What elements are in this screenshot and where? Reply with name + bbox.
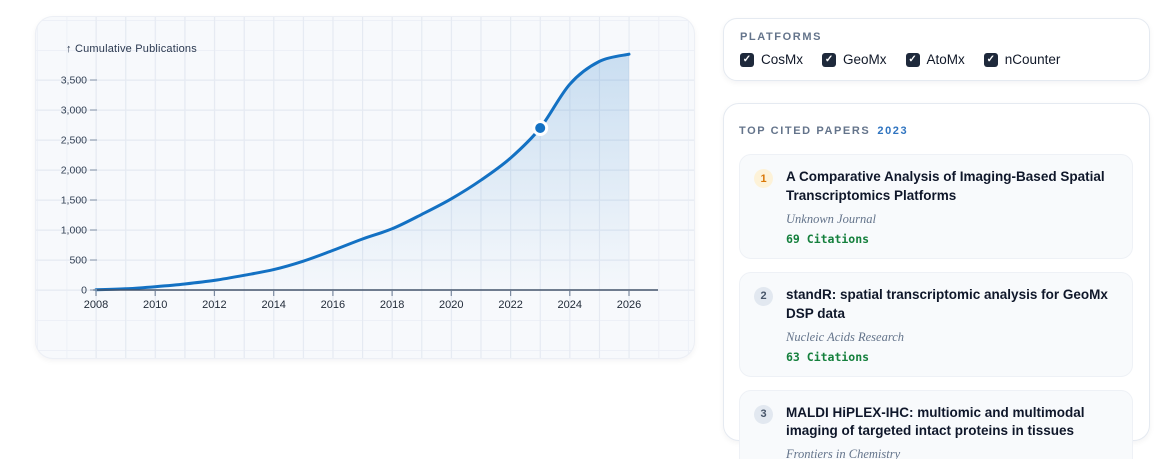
platform-checkbox-geomx[interactable]: ✓ GeoMx xyxy=(822,52,887,67)
rank-badge: 2 xyxy=(754,286,773,306)
cumulative-publications-chart: 2008 2010 2012 2014 2016 2018 2020 2022 2024 2026… xyxy=(36,17,694,358)
paper-journal: Nucleic Acids Research xyxy=(786,329,905,344)
svg-text:2,500: 2,500 xyxy=(61,135,87,147)
svg-text:1,500: 1,500 xyxy=(61,195,87,207)
highlight-data-point[interactable] xyxy=(532,120,549,136)
svg-text:2012: 2012 xyxy=(202,299,226,311)
svg-text:3,500: 3,500 xyxy=(61,75,87,87)
svg-text:0: 0 xyxy=(81,285,87,297)
x-axis-ticks: 2008 2010 2012 2014 2016 2018 2020 2022 2024 2026 xyxy=(84,291,641,311)
svg-text:2022: 2022 xyxy=(498,299,522,311)
svg-text:2008: 2008 xyxy=(84,299,108,311)
svg-text:2018: 2018 xyxy=(380,299,404,311)
paper-card-1[interactable]: 1 A Comparative Analysis of Imaging-Base… xyxy=(739,154,1133,259)
paper-info: MALDI HiPLEX-IHC: multiomic and multimod… xyxy=(786,404,1116,459)
platform-label: CosMx xyxy=(761,52,804,67)
svg-text:3,000: 3,000 xyxy=(61,105,87,117)
area-fill xyxy=(96,54,629,291)
svg-text:500: 500 xyxy=(69,255,87,267)
publications-chart-panel: ↑ Cumulative Publications 2008 2010 2012 20… xyxy=(35,16,695,359)
svg-text:2,000: 2,000 xyxy=(61,165,87,177)
platform-checkbox-ncounter[interactable]: ✓ nCounter xyxy=(983,52,1061,67)
paper-citations: 63 Citations xyxy=(786,349,870,364)
platform-checkbox-cosmx[interactable]: ✓ CosMx xyxy=(740,52,803,67)
platform-checkbox-atomx[interactable]: ✓ AtoMx xyxy=(905,52,965,67)
svg-text:2016: 2016 xyxy=(321,299,345,311)
checkbox-checked-icon[interactable]: ✓ xyxy=(905,52,920,67)
platform-label: nCounter xyxy=(1004,52,1061,67)
top-cited-papers-panel: TOP CITED PAPERS 2023 1 A Comparative An… xyxy=(723,103,1150,459)
rank-badge: 1 xyxy=(754,169,773,188)
paper-card-2[interactable]: 2 standR: spatial transcriptomic analysi… xyxy=(739,271,1133,377)
paper-citations: 69 Citations xyxy=(786,231,870,246)
platform-label: AtoMx xyxy=(926,52,965,67)
paper-title: standR: spatial transcriptomic analysis … xyxy=(786,286,1108,321)
paper-title: MALDI HiPLEX-IHC: multiomic and multimod… xyxy=(786,404,1085,439)
svg-text:1,000: 1,000 xyxy=(61,225,87,237)
svg-text:2024: 2024 xyxy=(558,299,582,311)
paper-journal: Frontiers in Chemistry xyxy=(786,447,901,459)
top-cited-papers-year: 2023 xyxy=(877,125,909,137)
top-cited-papers-title: TOP CITED PAPERS xyxy=(739,125,871,137)
checkbox-checked-icon[interactable]: ✓ xyxy=(822,52,837,67)
platform-label: GeoMx xyxy=(843,52,887,67)
platforms-panel: PLATFORMS ✓ CosMx ✓ GeoMx ✓ AtoMx ✓ nCou… xyxy=(723,18,1150,81)
svg-text:2026: 2026 xyxy=(617,299,641,311)
svg-text:2014: 2014 xyxy=(261,299,285,311)
checkbox-checked-icon[interactable]: ✓ xyxy=(983,52,998,67)
platforms-title: PLATFORMS xyxy=(740,31,823,43)
checkbox-checked-icon[interactable]: ✓ xyxy=(740,52,754,67)
svg-text:2010: 2010 xyxy=(143,299,167,311)
paper-journal: Unknown Journal xyxy=(786,211,876,226)
svg-text:2020: 2020 xyxy=(439,299,463,311)
top-cited-papers-heading: TOP CITED PAPERS 2023 xyxy=(739,125,1133,137)
paper-info: A Comparative Analysis of Imaging-Based … xyxy=(786,168,1116,246)
paper-title: A Comparative Analysis of Imaging-Based … xyxy=(786,169,1105,203)
paper-info: standR: spatial transcriptomic analysis … xyxy=(786,286,1116,364)
y-axis-title: ↑ Cumulative Publications xyxy=(66,43,197,55)
platforms-checkbox-row: ✓ CosMx ✓ GeoMx ✓ AtoMx ✓ nCounter xyxy=(740,52,1133,67)
rank-badge: 3 xyxy=(754,404,773,424)
y-axis-ticks: 0 500 1,000 1,500 2,000 2,500 3,000 3,500 xyxy=(61,75,97,297)
paper-card-3[interactable]: 3 MALDI HiPLEX-IHC: multiomic and multim… xyxy=(739,389,1133,459)
